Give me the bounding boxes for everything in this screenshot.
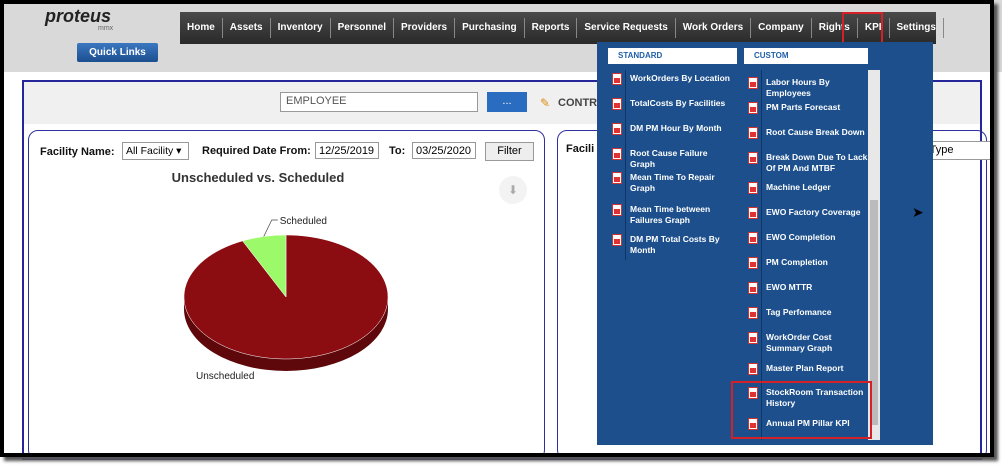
date-from-label: Required Date From:	[202, 145, 311, 157]
report-icon	[748, 182, 758, 194]
standard-header: STANDARD	[608, 48, 737, 64]
menu-item[interactable]: DM PM Hour By Month	[630, 123, 722, 133]
menu-item[interactable]: EWO MTTR	[766, 282, 813, 292]
chart-title: Unscheduled vs. Scheduled	[172, 170, 345, 185]
report-icon	[748, 152, 758, 164]
menu-item[interactable]: Annual PM Pillar KPI	[766, 418, 850, 428]
scroll-thumb[interactable]	[870, 200, 878, 425]
nav-item[interactable]: Rights	[812, 18, 858, 38]
nav-item[interactable]: Inventory	[271, 18, 331, 38]
filter-button[interactable]: Filter	[485, 142, 534, 161]
edit-icon: ✎	[540, 96, 551, 110]
nav-item[interactable]: Settings	[890, 18, 944, 38]
report-icon	[748, 307, 758, 319]
divider	[761, 70, 762, 440]
report-icon	[612, 172, 622, 184]
facility-value: All Facility	[126, 145, 174, 157]
leader-line	[263, 219, 278, 237]
nav-item[interactable]: Assets	[223, 18, 271, 38]
browse-button[interactable]: ...	[487, 92, 527, 112]
screenshot-frame	[0, 0, 994, 457]
report-icon	[748, 207, 758, 219]
menu-item[interactable]: WorkOrders By Location	[630, 73, 730, 83]
report-icon	[748, 363, 758, 375]
pie-chart: Unscheduled vs. Scheduled Scheduled Unsch…	[172, 170, 389, 382]
nav-item[interactable]: Reports	[525, 18, 578, 38]
nav-item[interactable]: Home	[180, 18, 223, 38]
menu-item[interactable]: Tag Perfomance	[766, 307, 832, 317]
menu-item[interactable]: Root Cause Failure Graph	[630, 148, 708, 169]
date-from-input[interactable]: 12/25/2019	[315, 142, 379, 159]
date-to-input[interactable]: 03/25/2020	[412, 142, 476, 159]
pie-side	[184, 297, 388, 371]
cursor: ➤	[912, 204, 924, 220]
report-icon	[748, 332, 758, 344]
custom-header: CUSTOM	[744, 48, 868, 64]
employee-input[interactable]: EMPLOYEE	[280, 92, 478, 112]
menu-item[interactable]: Master Plan Report	[766, 363, 844, 373]
report-icon	[748, 102, 758, 114]
download-button[interactable]: ⬇	[499, 176, 527, 204]
report-icon	[612, 234, 622, 246]
report-icon	[748, 257, 758, 269]
pie-label: Scheduled	[280, 216, 327, 227]
divider	[625, 70, 626, 260]
facility-label: Facility Name:	[40, 146, 115, 158]
menu-item[interactable]: PM Parts Forecast	[766, 102, 841, 112]
nav-item[interactable]: KPI	[858, 18, 890, 38]
menu-item[interactable]: DM PM Total Costs By Month	[630, 234, 720, 255]
report-icon	[748, 418, 758, 430]
highlight-box	[731, 381, 872, 439]
menu-item[interactable]: EWO Completion	[766, 232, 836, 242]
pie-label: Unscheduled	[196, 371, 254, 382]
report-icon	[748, 387, 758, 399]
scrollbar[interactable]	[868, 70, 880, 440]
report-icon	[612, 73, 622, 85]
logo: proteus	[45, 6, 112, 26]
report-icon	[748, 282, 758, 294]
nav-item[interactable]: Personnel	[331, 18, 394, 38]
report-icon	[612, 123, 622, 135]
to-label: To:	[389, 145, 406, 157]
report-icon	[612, 98, 622, 110]
nav-item[interactable]: Company	[751, 18, 812, 38]
report-icon	[612, 204, 622, 216]
nav-item[interactable]: Providers	[394, 18, 456, 38]
quick-links-button[interactable]: Quick Links	[77, 43, 158, 62]
report-icon	[748, 127, 758, 139]
logo-sub: mmx	[98, 25, 114, 32]
right-facility-label: Facili	[566, 143, 595, 155]
menu-item[interactable]: TotalCosts By Facilities	[630, 98, 726, 108]
menu-item[interactable]: Root Cause Break Down	[766, 127, 865, 137]
nav-bar: Home Assets Inventory Personnel Providers Pur…	[180, 12, 944, 44]
menu-item[interactable]: WorkOrder Cost Summary Graph	[766, 332, 833, 353]
contract-label: CONTRA	[558, 97, 606, 109]
menu-item[interactable]: Labor Hours By Employees	[766, 77, 830, 98]
menu-item[interactable]: EWO Factory Coverage	[766, 207, 861, 217]
menu-item[interactable]: Mean Time between Failures Graph	[630, 204, 711, 225]
nav-item[interactable]: Purchasing	[455, 18, 525, 38]
nav-item[interactable]: Work Orders	[676, 18, 752, 38]
nav-item[interactable]: Service Requests	[577, 18, 676, 38]
chart-card	[28, 130, 545, 460]
menu-item[interactable]: Mean Time To Repair Graph	[630, 172, 715, 193]
report-icon	[748, 232, 758, 244]
report-icon	[612, 148, 622, 160]
menu-item[interactable]: PM Completion	[766, 257, 828, 267]
report-icon	[748, 77, 758, 89]
facility-select[interactable]: All Facility ▾	[122, 142, 189, 160]
menu-item[interactable]: Break Down Due To Lack Of PM And MTBF	[766, 152, 868, 173]
menu-item[interactable]: StockRoom Transaction History	[766, 387, 864, 408]
menu-item[interactable]: Machine Ledger	[766, 182, 831, 192]
kpi-menu: STANDARD CUSTOM WorkOrders By Location To…	[597, 42, 933, 445]
